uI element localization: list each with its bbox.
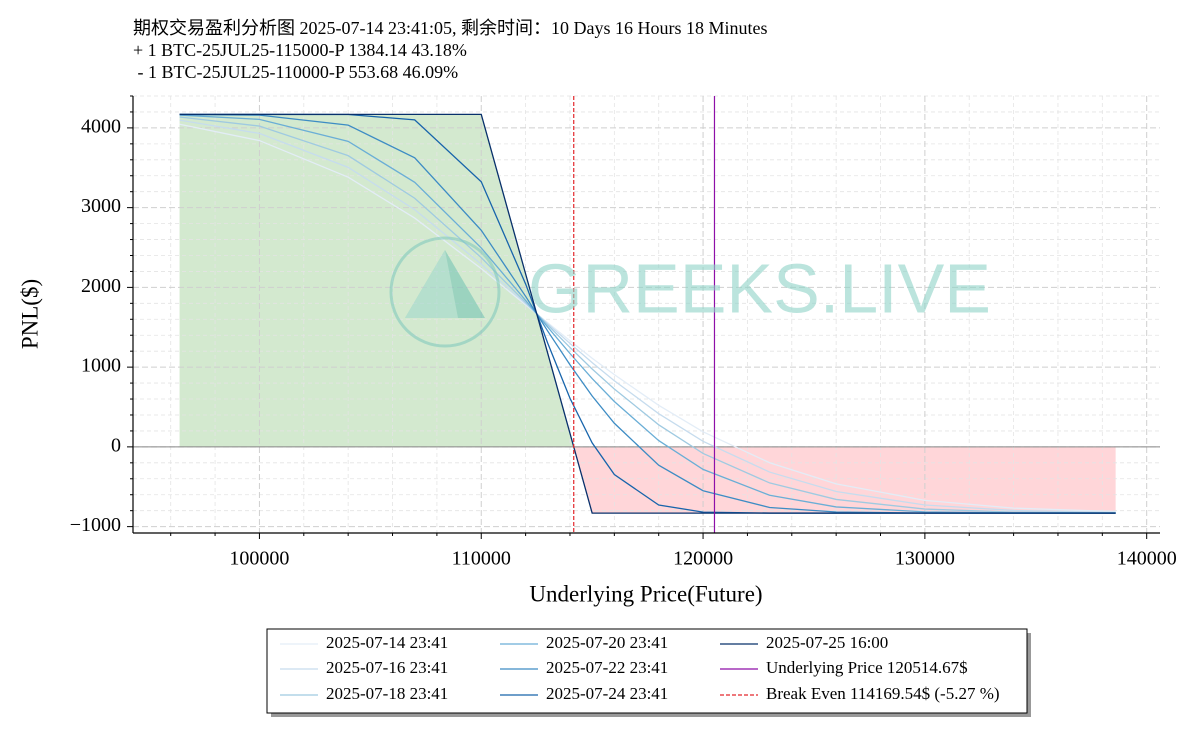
- legend-label: 2025-07-18 23:41: [326, 684, 448, 703]
- x-tick-label: 120000: [673, 548, 733, 570]
- legend-label: Break Even 114169.54$ (-5.27 %): [766, 684, 1000, 703]
- y-tick-label: 1000: [81, 355, 121, 377]
- pnl-line: [179, 116, 1116, 514]
- title-line: + 1 BTC-25JUL25-115000-P 1384.14 43.18%: [133, 40, 467, 60]
- grid-layer: [133, 95, 1160, 533]
- pnl-line: [179, 113, 1116, 514]
- watermark-logo: [389, 236, 501, 348]
- pnl-line: [179, 123, 1116, 513]
- profit-area: [179, 114, 574, 447]
- legend-label: Underlying Price 120514.67$: [766, 658, 968, 677]
- watermark: GREEKS.LIVE: [528, 249, 991, 327]
- legend: 2025-07-14 23:41 2025-07-16 23:41 2025-07-…: [280, 633, 1000, 703]
- title-line: - 1 BTC-25JUL25-110000-P 553.68 46.09%: [133, 62, 458, 82]
- y-tick-label: −1000: [70, 514, 121, 536]
- x-axis-label: Underlying Price(Future): [529, 581, 762, 606]
- y-axis-label: PNL($): [17, 279, 42, 349]
- legend-label: 2025-07-14 23:41: [326, 633, 448, 652]
- pnl-line: [179, 114, 1116, 514]
- legend-label: 2025-07-24 23:41: [546, 684, 668, 703]
- legend-label: 2025-07-25 16:00: [766, 633, 888, 652]
- y-tick-label: 0: [111, 434, 121, 456]
- x-tick-label: 100000: [229, 548, 289, 570]
- title-line: 期权交易盈利分析图 2025-07-14 23:41:05, 剩余时间：10 D…: [133, 18, 767, 38]
- legend-label: 2025-07-22 23:41: [546, 658, 668, 677]
- y-tick-label: 2000: [81, 275, 121, 297]
- pnl-line: [179, 113, 1116, 514]
- x-tick-label: 140000: [1117, 548, 1177, 570]
- legend-box: [266, 628, 1028, 714]
- x-tick-label: 130000: [895, 548, 955, 570]
- y-tick-label: 3000: [81, 195, 121, 217]
- loss-area: [179, 446, 1116, 514]
- x-tick-label: 110000: [452, 548, 511, 570]
- line-layer: [179, 96, 1116, 533]
- fill-layer: [179, 114, 1116, 514]
- legend-label: 2025-07-20 23:41: [546, 633, 668, 652]
- legend-label: 2025-07-16 23:41: [326, 658, 448, 677]
- y-tick-label: 4000: [81, 115, 121, 137]
- axes-layer: 100000 110000 120000 130000 140000 −1000 0 1000…: [70, 95, 1177, 570]
- pnl-line: [179, 119, 1116, 514]
